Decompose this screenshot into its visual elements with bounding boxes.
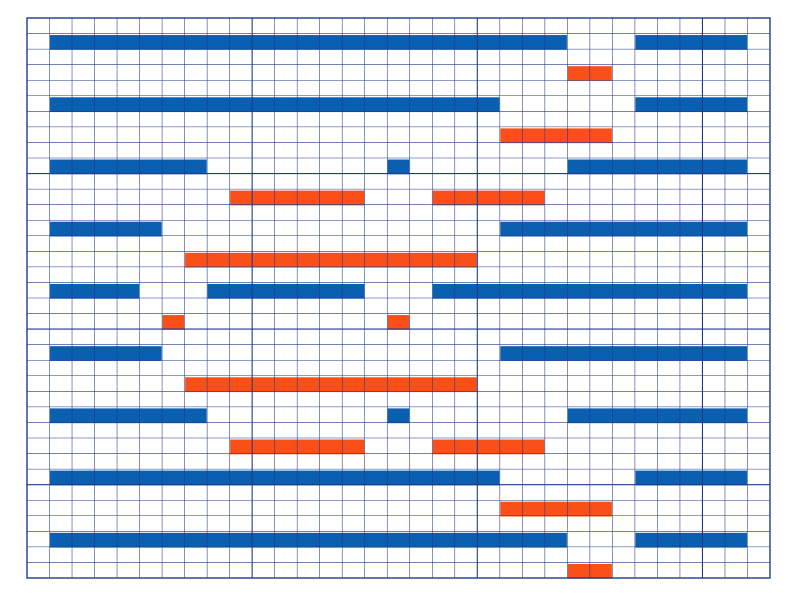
blue-bar — [50, 408, 207, 424]
orange-bar — [162, 315, 185, 330]
bars-layer — [50, 35, 747, 579]
blue-bar — [50, 35, 567, 50]
orange-bar — [185, 252, 477, 268]
blue-bar — [50, 346, 162, 361]
blue-bar — [635, 35, 747, 50]
blue-bar — [635, 532, 747, 548]
blue-bar — [500, 346, 747, 361]
orange-bar — [432, 439, 545, 455]
orange-bar — [500, 501, 612, 517]
blue-bar — [50, 159, 207, 175]
orange-bar — [387, 315, 410, 330]
blue-bar — [635, 97, 747, 113]
blue-bar — [50, 532, 567, 548]
blue-bar — [500, 221, 747, 237]
blue-bar — [50, 221, 162, 237]
orange-bar — [185, 377, 477, 393]
blue-bar — [387, 159, 410, 175]
orange-bar — [500, 128, 612, 144]
grid-border — [26, 17, 771, 579]
orange-bar — [432, 190, 545, 206]
blue-bar — [635, 470, 747, 486]
blue-bar — [207, 283, 365, 299]
blue-bar — [387, 408, 410, 424]
grid-lines — [27, 18, 770, 578]
